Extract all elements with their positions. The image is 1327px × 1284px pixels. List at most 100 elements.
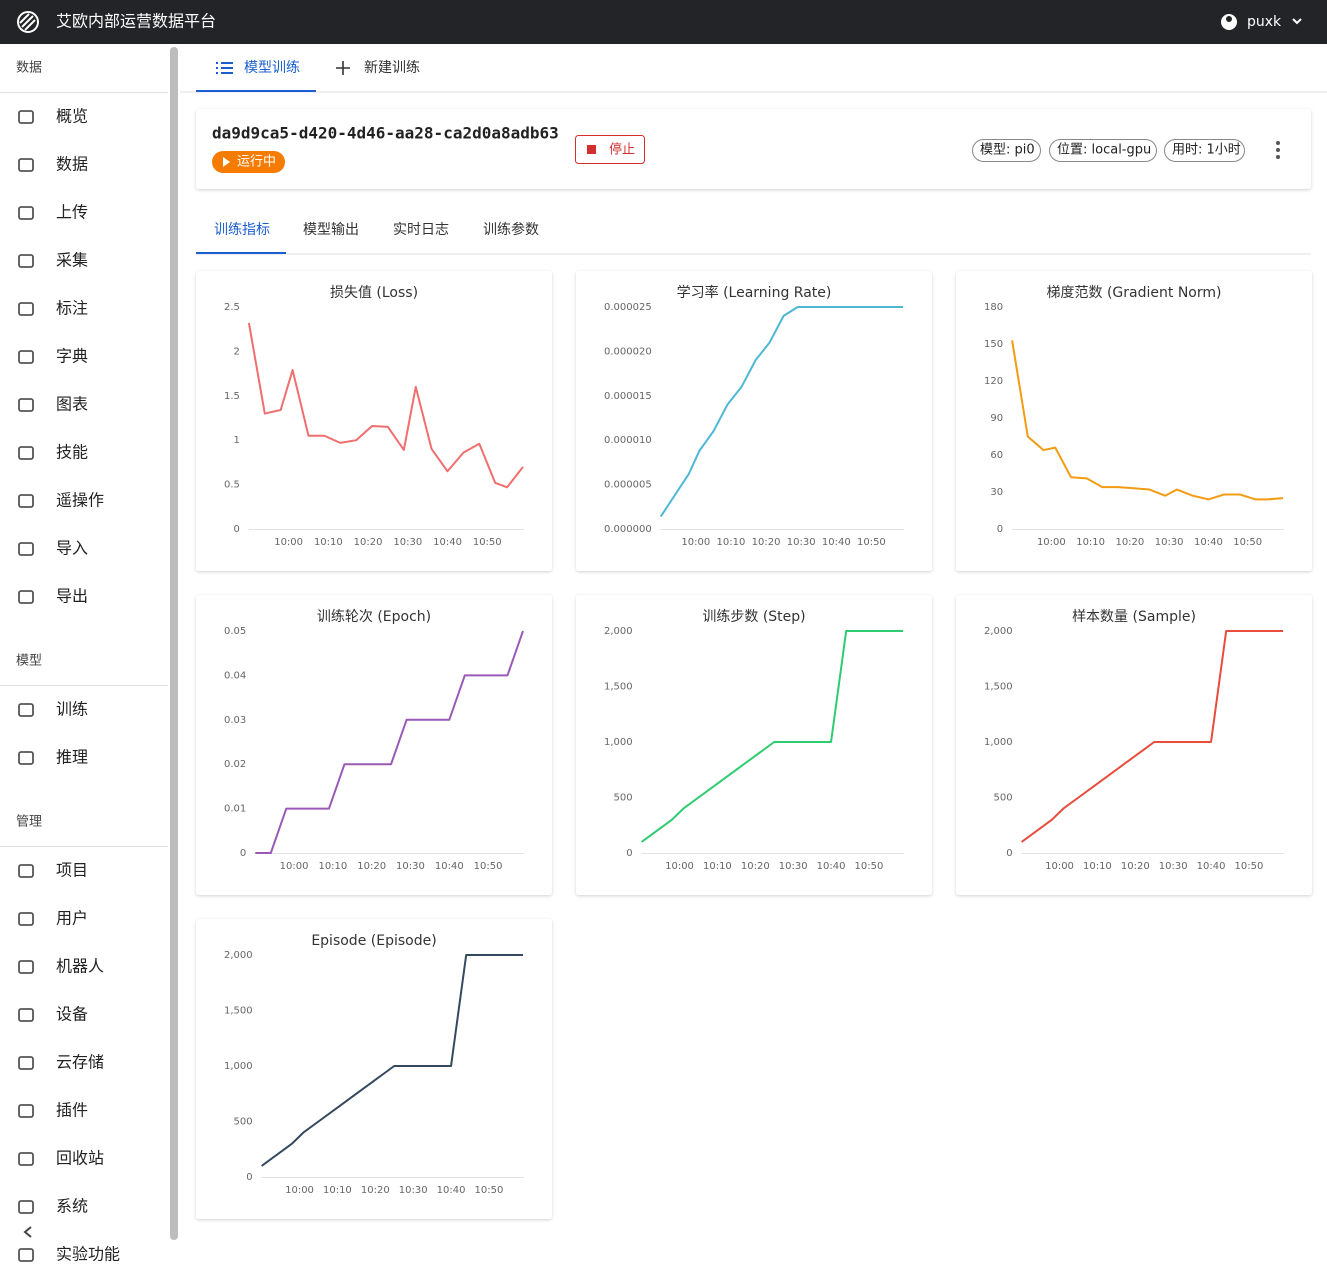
nav-item[interactable]: 技能	[56, 443, 88, 462]
y-tick-label: 1,000	[984, 737, 1013, 748]
x-tick-label: 10:20	[1121, 861, 1150, 872]
nav-item[interactable]: 推理	[56, 748, 88, 767]
nav-item[interactable]: 用户	[56, 909, 88, 928]
nav-icon	[18, 751, 34, 765]
nav-item[interactable]: 机器人	[56, 957, 104, 976]
y-tick-label: 1	[234, 435, 240, 446]
data-line	[1011, 340, 1284, 501]
y-tick-label: 2,000	[224, 950, 253, 961]
data-line	[641, 630, 903, 843]
collapse-sidebar[interactable]	[23, 1226, 32, 1238]
nav-item[interactable]: 实验功能	[56, 1245, 120, 1264]
sidebar-section: 管理	[16, 815, 42, 830]
nav-item[interactable]: 回收站	[56, 1149, 104, 1168]
nav-item[interactable]: 云存储	[56, 1053, 104, 1072]
chart-title: Episode (Episode)	[311, 933, 436, 949]
nav-icon	[18, 446, 34, 460]
nav-icon	[18, 110, 34, 124]
nav-icon	[18, 960, 34, 974]
nav-icon	[18, 542, 34, 556]
x-tick-label: 10:10	[314, 537, 343, 548]
y-tick-label: 2,000	[604, 626, 633, 637]
stop-button[interactable]	[575, 135, 645, 164]
nav-item[interactable]: 采集	[56, 251, 88, 270]
subtab-indicator	[196, 252, 286, 254]
y-tick-label: 0.05	[224, 626, 246, 637]
nav-icon	[18, 912, 34, 926]
x-tick-label: 10:30	[1155, 537, 1184, 548]
data-line	[255, 630, 524, 854]
nav-item[interactable]: 系统	[56, 1197, 88, 1216]
y-tick-label: 1,000	[224, 1061, 253, 1072]
x-tick-label: 10:10	[1083, 861, 1112, 872]
list-icon	[216, 62, 233, 74]
tab[interactable]: 新建训练	[364, 60, 420, 76]
x-tick-label: 10:30	[399, 1185, 428, 1196]
x-tick-label: 10:20	[354, 537, 383, 548]
nav-icon	[18, 1152, 34, 1166]
nav-item[interactable]: 标注	[56, 299, 88, 318]
more-menu[interactable]	[1276, 141, 1280, 159]
subtab[interactable]: 训练指标	[214, 222, 270, 238]
y-tick-label: 0	[1006, 848, 1012, 859]
nav-item[interactable]: 数据	[56, 155, 88, 174]
subtab[interactable]: 训练参数	[483, 221, 539, 238]
sidebar-section: 数据	[16, 61, 42, 76]
nav-icon	[18, 350, 34, 364]
y-tick-label: 180	[984, 302, 1003, 313]
app-title: 艾欧内部运营数据平台	[56, 12, 216, 31]
user-name[interactable]: puxk	[1247, 14, 1282, 30]
sidebar-scrollbar[interactable]	[170, 47, 178, 1240]
y-tick-label: 0.000020	[604, 346, 652, 357]
nav-item[interactable]: 图表	[56, 395, 88, 414]
chart-title: 学习率 (Learning Rate)	[677, 284, 832, 301]
nav-item[interactable]: 导入	[56, 539, 88, 558]
x-tick-label: 10:50	[857, 537, 886, 548]
y-tick-label: 60	[990, 450, 1003, 461]
y-tick-label: 150	[984, 339, 1003, 350]
status-pill	[212, 151, 285, 173]
y-tick-label: 90	[990, 413, 1003, 424]
tab[interactable]: 模型训练	[244, 60, 300, 76]
nav-item[interactable]: 上传	[56, 203, 88, 222]
subtab[interactable]: 模型输出	[303, 222, 359, 238]
avatar-head	[1226, 16, 1232, 22]
x-tick-label: 10:40	[822, 537, 851, 548]
nav-icon	[18, 302, 34, 316]
y-tick-label: 0	[997, 524, 1003, 535]
nav-icon	[18, 158, 34, 172]
tab-indicator	[196, 90, 316, 92]
data-line	[659, 306, 903, 518]
x-tick-label: 10:50	[1234, 861, 1263, 872]
logo-mark	[19, 13, 36, 31]
y-tick-label: 2.5	[224, 302, 240, 313]
chart-title: 梯度范数 (Gradient Norm)	[1047, 284, 1222, 301]
nav-item[interactable]: 字典	[56, 347, 88, 366]
y-tick-label: 0.000015	[604, 391, 652, 402]
x-tick-label: 10:20	[1115, 537, 1144, 548]
nav-icon	[18, 1056, 34, 1070]
x-tick-label: 10:50	[474, 861, 503, 872]
chart-card	[196, 919, 552, 1219]
nav-icon	[18, 1008, 34, 1022]
y-tick-label: 1,000	[604, 737, 633, 748]
x-tick-label: 10:00	[274, 537, 303, 548]
x-tick-label: 10:10	[717, 537, 746, 548]
nav-item[interactable]: 训练	[56, 700, 88, 719]
y-tick-label: 2	[234, 346, 240, 357]
nav-item[interactable]: 设备	[56, 1005, 88, 1024]
stop-label[interactable]: 停止	[609, 142, 635, 158]
user-menu-chevron[interactable]	[1292, 18, 1302, 25]
nav-item[interactable]: 遥操作	[56, 491, 104, 510]
nav-item[interactable]: 项目	[56, 861, 88, 880]
nav-item[interactable]: 导出	[56, 587, 88, 606]
y-tick-label: 0.5	[224, 480, 240, 491]
x-tick-label: 10:10	[703, 861, 732, 872]
nav-item[interactable]: 概览	[56, 107, 88, 126]
x-tick-label: 10:50	[1233, 537, 1262, 548]
subtab[interactable]: 实时日志	[393, 222, 449, 238]
x-tick-label: 10:30	[393, 537, 422, 548]
nav-item[interactable]: 插件	[56, 1101, 88, 1120]
